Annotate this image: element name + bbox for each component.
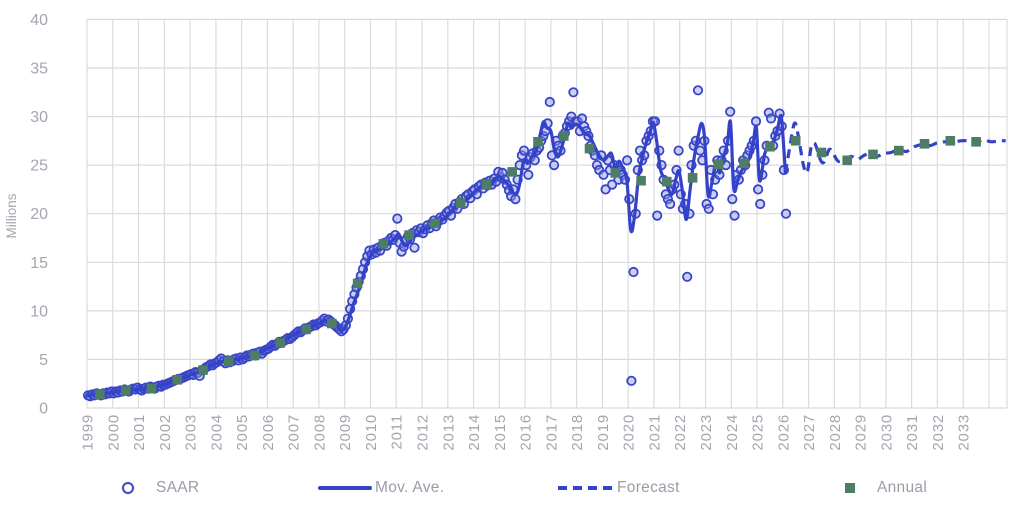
svg-text:2027: 2027	[801, 414, 818, 451]
legend-label-saar: SAAR	[156, 479, 200, 496]
y-axis-tick-labels: 0 5 10 15 20 25 30 35 40	[30, 12, 48, 418]
saar-circle-marker-icon	[122, 482, 134, 494]
dashed-line-marker-icon	[558, 486, 614, 490]
y-axis-title: Millions	[4, 193, 19, 238]
svg-text:2013: 2013	[440, 414, 457, 451]
annual-squares	[95, 131, 981, 400]
legend: SAAR Mov. Ave. Forecast Annual	[0, 476, 1024, 504]
svg-text:2019: 2019	[595, 414, 612, 451]
svg-text:0: 0	[39, 401, 48, 418]
svg-text:2031: 2031	[904, 414, 921, 451]
svg-text:2014: 2014	[466, 414, 483, 451]
svg-text:2025: 2025	[750, 414, 767, 451]
svg-text:2028: 2028	[827, 414, 844, 451]
svg-text:2008: 2008	[311, 414, 328, 451]
svg-text:2002: 2002	[157, 414, 174, 451]
svg-text:40: 40	[30, 12, 48, 29]
svg-text:35: 35	[30, 61, 48, 78]
svg-text:2009: 2009	[337, 414, 354, 451]
legend-label-annual: Annual	[877, 479, 928, 496]
svg-text:2012: 2012	[415, 414, 432, 451]
svg-text:2003: 2003	[183, 414, 200, 451]
svg-text:5: 5	[39, 352, 48, 369]
svg-text:2022: 2022	[672, 414, 689, 451]
svg-text:2001: 2001	[131, 414, 148, 451]
gridlines	[86, 18, 1008, 409]
legend-item-forecast: Forecast	[558, 476, 680, 500]
svg-text:2016: 2016	[518, 414, 535, 451]
annual-square-marker-icon	[845, 483, 855, 493]
svg-text:15: 15	[30, 255, 48, 272]
svg-text:2021: 2021	[646, 414, 663, 451]
svg-text:2030: 2030	[878, 414, 895, 451]
solid-line-marker-icon	[318, 486, 372, 490]
svg-text:20: 20	[30, 206, 48, 223]
svg-text:25: 25	[30, 158, 48, 175]
svg-text:2029: 2029	[853, 414, 870, 451]
svg-text:2007: 2007	[286, 414, 303, 451]
svg-text:2032: 2032	[930, 414, 947, 451]
x-axis-tick-labels: 1999 2000 2001 2002 2003 2004 2005 2006 2007 2008…	[80, 414, 973, 451]
svg-text:1999: 1999	[80, 414, 97, 451]
svg-text:2018: 2018	[569, 414, 586, 451]
legend-item-mov-ave: Mov. Ave.	[318, 476, 444, 500]
svg-text:2010: 2010	[363, 414, 380, 451]
mov-ave-line	[85, 113, 787, 397]
svg-text:2033: 2033	[956, 414, 973, 451]
svg-text:2015: 2015	[492, 414, 509, 451]
svg-text:2006: 2006	[260, 414, 277, 451]
svg-text:10: 10	[30, 303, 48, 320]
svg-text:2017: 2017	[543, 414, 560, 451]
legend-label-mov-ave: Mov. Ave.	[375, 479, 445, 496]
legend-item-annual: Annual	[845, 476, 927, 500]
svg-text:2024: 2024	[724, 414, 741, 451]
legend-item-saar: SAAR	[122, 476, 199, 500]
svg-text:2000: 2000	[105, 414, 122, 451]
svg-text:2004: 2004	[208, 414, 225, 451]
svg-text:2020: 2020	[621, 414, 638, 451]
svg-text:2005: 2005	[234, 414, 251, 451]
svg-text:30: 30	[30, 109, 48, 126]
svg-text:2011: 2011	[389, 414, 406, 449]
svg-text:2026: 2026	[775, 414, 792, 451]
svg-text:2023: 2023	[698, 414, 715, 451]
legend-label-forecast: Forecast	[617, 479, 680, 496]
